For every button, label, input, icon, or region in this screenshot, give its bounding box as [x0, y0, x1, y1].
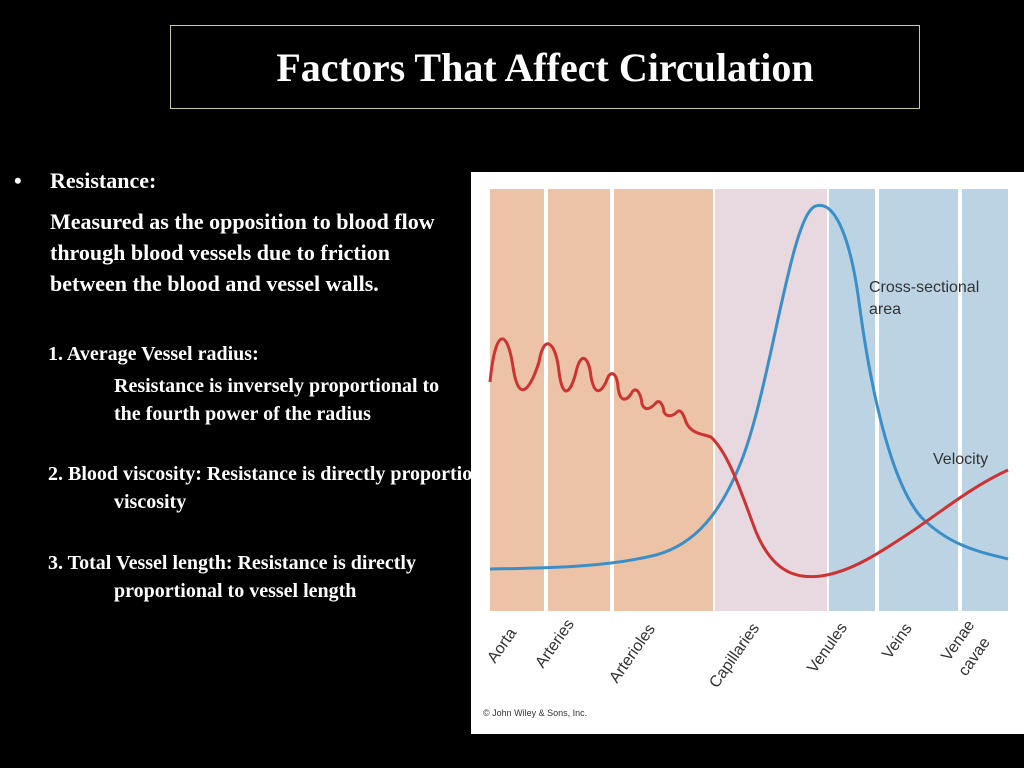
- cross-sectional-area-curve: [489, 203, 1009, 571]
- copyright-note: © John Wiley & Sons, Inc.: [483, 708, 588, 718]
- band-capillaries: [715, 189, 827, 611]
- cross-sectional-label-line1: Cross-sectional: [869, 279, 979, 296]
- bullet-icon: •: [14, 168, 22, 193]
- cross-sectional-label-line2: area: [869, 301, 901, 318]
- velocity-curve: [488, 337, 1009, 579]
- item-radius-heading: 1. Average Vessel radius:: [48, 343, 259, 365]
- title-box: Factors That Affect Circulation: [170, 25, 920, 109]
- band-veins: [879, 189, 958, 611]
- segment-labels: Aorta Arteries Arterioles Capillaries Ve…: [484, 616, 993, 691]
- item-radius-detail: Resistance is inversely proportional to …: [114, 375, 440, 425]
- segment-label-venules: Venules: [804, 620, 851, 676]
- bullet-heading: Resistance:: [50, 168, 157, 193]
- band-arteries: [548, 189, 610, 611]
- band-venae-cavae: [962, 189, 1008, 611]
- band-venules: [829, 189, 875, 611]
- slide-title: Factors That Affect Circulation: [276, 44, 814, 90]
- item-length: 3. Total Vessel length: Resistance is di…: [48, 552, 416, 602]
- vessel-bands: [490, 189, 1008, 611]
- item-viscosity: 2. Blood viscosity: Resistance is direct…: [48, 463, 521, 513]
- segment-label-arterioles: Arterioles: [606, 621, 659, 686]
- circulation-diagram: Cross-sectional area Velocity Aorta Arte…: [484, 189, 1009, 691]
- velocity-label: Velocity: [933, 451, 988, 468]
- circulation-figure: Cross-sectional area Velocity Aorta Arte…: [471, 172, 1024, 734]
- segment-label-aorta: Aorta: [484, 625, 520, 666]
- band-aorta: [490, 189, 544, 611]
- band-arterioles: [614, 189, 713, 611]
- segment-label-arteries: Arteries: [532, 616, 578, 671]
- resistance-definition: Measured as the opposition to blood flow…: [50, 209, 435, 296]
- segment-label-veins: Veins: [879, 620, 915, 662]
- segment-label-capillaries: Capillaries: [706, 620, 763, 691]
